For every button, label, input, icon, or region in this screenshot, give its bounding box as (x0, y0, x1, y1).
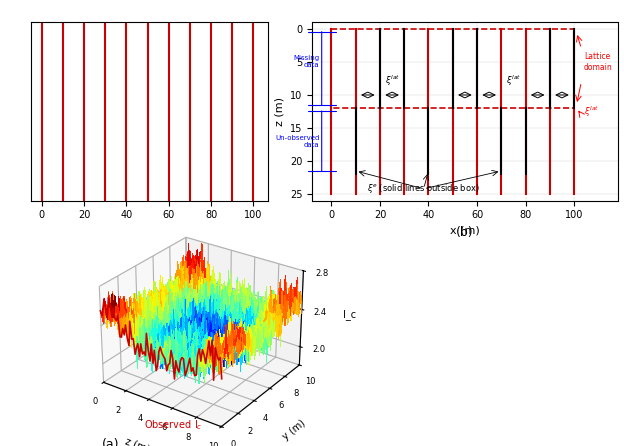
X-axis label: x (m): x (m) (135, 226, 165, 236)
Y-axis label: z (m): z (m) (274, 97, 284, 126)
Text: Missing
data: Missing data (293, 55, 319, 68)
Text: (a): (a) (141, 227, 158, 240)
Y-axis label: y (m): y (m) (280, 418, 307, 442)
Text: (a): (a) (102, 438, 119, 446)
Text: $\xi^{lat}$: $\xi^{lat}$ (384, 74, 399, 88)
X-axis label: z (m): z (m) (124, 437, 151, 446)
Text: Observed I$_c$: Observed I$_c$ (144, 418, 202, 432)
Text: $\xi^e$ (solid lines outside box): $\xi^e$ (solid lines outside box) (367, 182, 480, 195)
X-axis label: x (m): x (m) (450, 226, 480, 236)
Text: $\xi^{lat}$: $\xi^{lat}$ (584, 104, 599, 119)
Text: Un-observed
data: Un-observed data (275, 135, 319, 148)
Text: $\xi^{lat}$: $\xi^{lat}$ (506, 74, 521, 88)
Bar (331, 29, 574, 108)
Text: (b): (b) (456, 227, 474, 240)
Text: Lattice
domain: Lattice domain (584, 52, 613, 72)
